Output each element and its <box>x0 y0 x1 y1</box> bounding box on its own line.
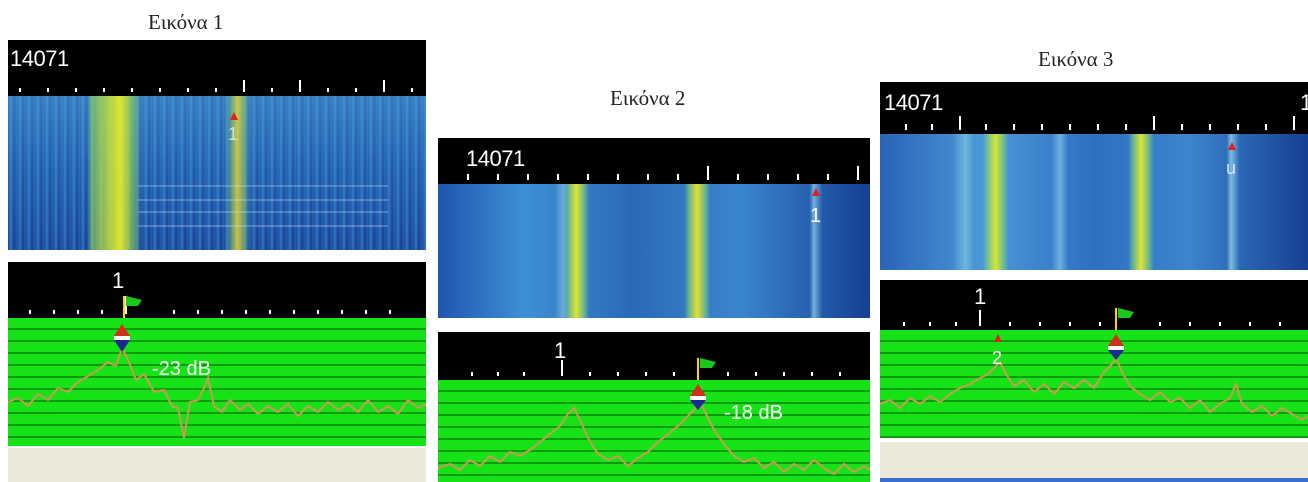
figure-2-caption: Εικόνα 2 <box>610 86 686 110</box>
waterfall-display[interactable] <box>880 134 1308 270</box>
channel-scale-bar <box>8 262 426 318</box>
channel-scale-bar <box>880 280 1308 330</box>
signal-level-readout: -23 dB <box>152 358 211 380</box>
waterfall-overlay: 1 <box>138 112 388 227</box>
waterfall-display[interactable] <box>8 96 426 250</box>
red-triangle-marker-icon <box>812 188 820 196</box>
channel-ticks <box>903 308 1281 330</box>
waterfall-marker-label: u <box>1226 158 1236 178</box>
status-footer <box>880 442 1308 480</box>
spectrum-trace <box>438 384 870 476</box>
red-triangle-marker-icon <box>230 112 238 120</box>
spectrum-trace <box>8 324 426 439</box>
flag-icon <box>123 296 142 318</box>
signal-level-readout: -18 dB <box>724 402 783 424</box>
frequency-readout: 14071 <box>466 146 525 171</box>
frequency-scale-bar <box>880 82 1308 134</box>
waterfall-marker-label: 1 <box>810 205 821 227</box>
channel-label: 1 <box>974 284 987 309</box>
figure-1-caption: Εικόνα 1 <box>148 10 224 34</box>
channel-scale-bar <box>438 332 870 380</box>
red-triangle-marker-icon <box>994 334 1002 342</box>
flag-icon <box>697 358 716 380</box>
waterfall-overlay: u <box>1226 142 1236 178</box>
frequency-readout: 14071 <box>884 90 943 115</box>
waterfall-marker-label: 1 <box>228 124 238 144</box>
figure-3-caption: Εικόνα 3 <box>1038 47 1114 71</box>
flag-icon <box>1115 308 1134 330</box>
frequency-readout-cut: 1 <box>1300 90 1308 115</box>
spectrum-marker-label: 2 <box>992 348 1002 368</box>
figure-1-panel: 14071 1 1 <box>8 40 426 482</box>
footer-divider <box>880 478 1308 482</box>
channel-ticks <box>471 358 841 380</box>
figure-3-panel: 14071 1 u 1 2 <box>880 82 1308 482</box>
spectrum-display[interactable] <box>438 380 870 482</box>
channel-label: 1 <box>554 338 567 363</box>
red-triangle-marker-icon <box>1228 142 1236 150</box>
figure-2-panel: 14071 1 1 <box>438 138 870 482</box>
status-footer <box>8 448 426 482</box>
spectrum-trace: 2 <box>880 334 1308 422</box>
channel-ticks <box>29 296 391 318</box>
channel-label: 1 <box>112 268 125 293</box>
cursor-marker-icon <box>690 384 706 410</box>
frequency-ticks <box>467 166 859 180</box>
frequency-readout: 14071 <box>10 46 69 71</box>
frequency-scale-bar <box>8 40 426 96</box>
frequency-ticks <box>905 116 1295 130</box>
cursor-marker-icon <box>114 324 130 352</box>
cursor-marker-icon <box>1108 334 1124 360</box>
frequency-ticks <box>19 80 413 92</box>
waterfall-display[interactable] <box>438 184 870 318</box>
waterfall-overlay: 1 <box>810 188 821 227</box>
